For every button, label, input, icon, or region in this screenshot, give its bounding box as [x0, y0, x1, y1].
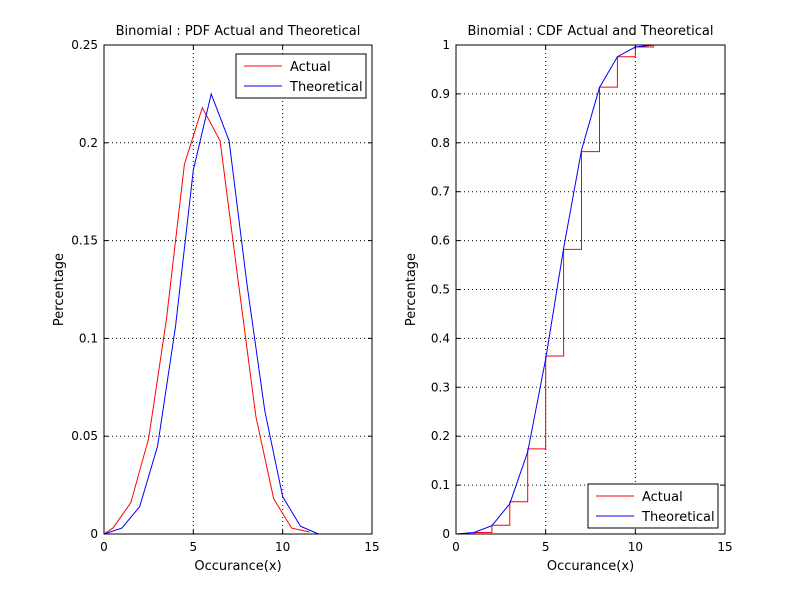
legend-label: Theoretical: [289, 80, 363, 95]
series-line-actual: [103, 106, 310, 535]
y-tick-label: 0.1: [431, 478, 450, 492]
x-tick-label: 10: [628, 540, 643, 554]
y-tick-label: 0.9: [431, 87, 450, 101]
y-tick-label: 0.25: [71, 38, 98, 52]
y-tick-label: 0.2: [431, 429, 450, 443]
y-tick-label: 0.8: [431, 136, 450, 150]
series-line-theoretical: [103, 92, 319, 535]
legend-box: [235, 53, 367, 99]
y-tick-label: 0.1: [79, 331, 98, 345]
y-tick-label: 0.3: [431, 380, 450, 394]
chart-title: Binomial : CDF Actual and Theoretical: [468, 24, 714, 39]
y-axis-label: Percentage: [52, 253, 67, 326]
y-tick-label: 0.6: [431, 234, 450, 248]
legend-label: Actual: [642, 490, 683, 505]
y-tick-label: 0.15: [71, 234, 98, 248]
y-tick-label: 0: [90, 527, 98, 541]
x-tick-label: 15: [364, 540, 379, 554]
x-axis-label: Occurance(x): [547, 559, 634, 574]
y-tick-label: 0: [442, 527, 450, 541]
x-tick-label: 0: [100, 540, 108, 554]
y-tick-label: 0.2: [79, 136, 98, 150]
cdf-chart: 0 5 10 15 0 0.1 0.2 0.3 0.4 0.5 0.6 0.7 0.8 0.9 1 Binom…: [404, 24, 733, 574]
y-tick-label: 0.7: [431, 185, 450, 199]
x-tick-label: 5: [542, 540, 550, 554]
series-line-actual: [456, 45, 654, 535]
x-tick-label: 0: [452, 540, 460, 554]
pdf-chart: 0 5 10 15 0 0.05 0.1 0.15 0.2 0.25 Binomial : PDF …: [52, 24, 380, 574]
y-tick-label: 0.5: [431, 283, 450, 297]
series-line-theoretical: [455, 44, 654, 535]
legend-label: Theoretical: [641, 510, 715, 525]
legend: Actual Theoretical: [587, 483, 719, 529]
x-tick-label: 5: [190, 540, 198, 554]
x-axis-label: Occurance(x): [194, 559, 281, 574]
y-tick-label: 1: [442, 38, 450, 52]
x-tick-label: 15: [717, 540, 732, 554]
legend-label: Actual: [290, 60, 331, 75]
legend-box: [587, 483, 719, 529]
x-tick-label: 10: [275, 540, 290, 554]
y-axis-label: Percentage: [404, 253, 419, 326]
axes-box: [103, 44, 373, 535]
y-tick-label: 0.05: [71, 429, 98, 443]
chart-title: Binomial : PDF Actual and Theoretical: [116, 24, 361, 39]
y-tick-label: 0.4: [431, 331, 450, 345]
legend: Actual Theoretical: [235, 53, 367, 99]
